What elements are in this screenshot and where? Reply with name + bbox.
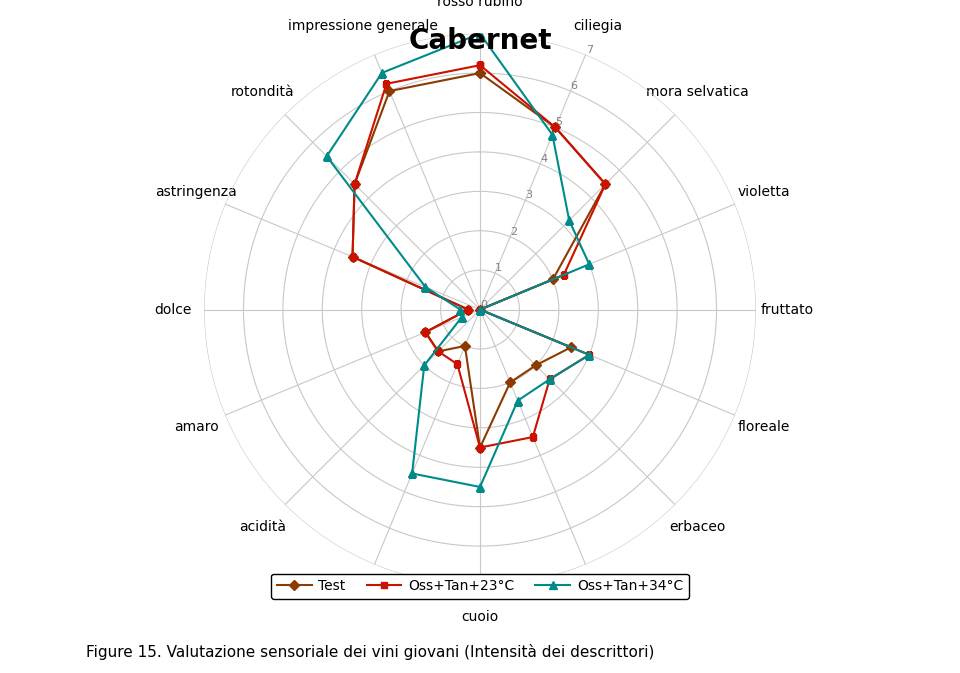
Oss+Tan+34°C [376, 69, 388, 77]
Oss+Tan+23°C [544, 376, 556, 384]
Oss+Tan+34°C [456, 313, 468, 321]
Oss+Tan+34°C [544, 376, 556, 384]
Test [463, 306, 474, 314]
Oss+Tan+23°C [474, 61, 486, 69]
Oss+Tan+23°C [600, 180, 612, 188]
Line: Oss+Tan+34°C: Oss+Tan+34°C [323, 30, 593, 491]
Oss+Tan+23°C [474, 444, 486, 452]
Oss+Tan+23°C [420, 328, 431, 336]
Oss+Tan+34°C [454, 306, 466, 314]
Test [459, 342, 470, 350]
Test [474, 69, 486, 77]
Oss+Tan+23°C [381, 79, 393, 87]
Oss+Tan+34°C [474, 30, 486, 38]
Oss+Tan+23°C [474, 306, 486, 314]
Test [432, 347, 444, 355]
Test [547, 275, 559, 283]
Text: Cabernet: Cabernet [408, 27, 552, 55]
Test [504, 378, 516, 386]
Oss+Tan+34°C [474, 306, 486, 314]
Test [600, 180, 612, 188]
Oss+Tan+34°C [584, 351, 595, 359]
Line: Test: Test [349, 69, 609, 451]
Oss+Tan+23°C [451, 360, 463, 368]
Test [550, 123, 562, 131]
Test [530, 361, 541, 369]
Oss+Tan+23°C [584, 351, 595, 359]
Oss+Tan+23°C [432, 347, 444, 355]
Oss+Tan+34°C [546, 131, 558, 139]
Oss+Tan+34°C [406, 470, 418, 478]
Test [474, 306, 486, 314]
Test [565, 343, 577, 351]
Oss+Tan+23°C [550, 123, 562, 131]
Oss+Tan+23°C [558, 271, 569, 279]
Oss+Tan+34°C [321, 152, 332, 160]
Oss+Tan+23°C [463, 306, 474, 314]
Oss+Tan+34°C [474, 30, 486, 38]
Oss+Tan+34°C [564, 216, 575, 224]
Oss+Tan+34°C [584, 260, 595, 269]
Text: Figure 15. Valutazione sensoriale dei vini giovani (Intensità dei descrittori): Figure 15. Valutazione sensoriale dei vi… [86, 643, 655, 660]
Oss+Tan+34°C [474, 483, 486, 491]
Test [384, 87, 396, 95]
Oss+Tan+34°C [419, 361, 430, 369]
Test [420, 328, 431, 336]
Test [347, 253, 358, 261]
Line: Oss+Tan+23°C: Oss+Tan+23°C [349, 62, 609, 451]
Oss+Tan+23°C [347, 253, 358, 261]
Oss+Tan+34°C [512, 396, 523, 404]
Oss+Tan+23°C [348, 180, 360, 188]
Oss+Tan+34°C [420, 283, 431, 291]
Test [348, 180, 360, 188]
Legend: Test, Oss+Tan+23°C, Oss+Tan+34°C: Test, Oss+Tan+23°C, Oss+Tan+34°C [272, 573, 688, 599]
Test [474, 69, 486, 77]
Oss+Tan+23°C [474, 61, 486, 69]
Test [474, 444, 486, 452]
Oss+Tan+23°C [527, 433, 539, 441]
